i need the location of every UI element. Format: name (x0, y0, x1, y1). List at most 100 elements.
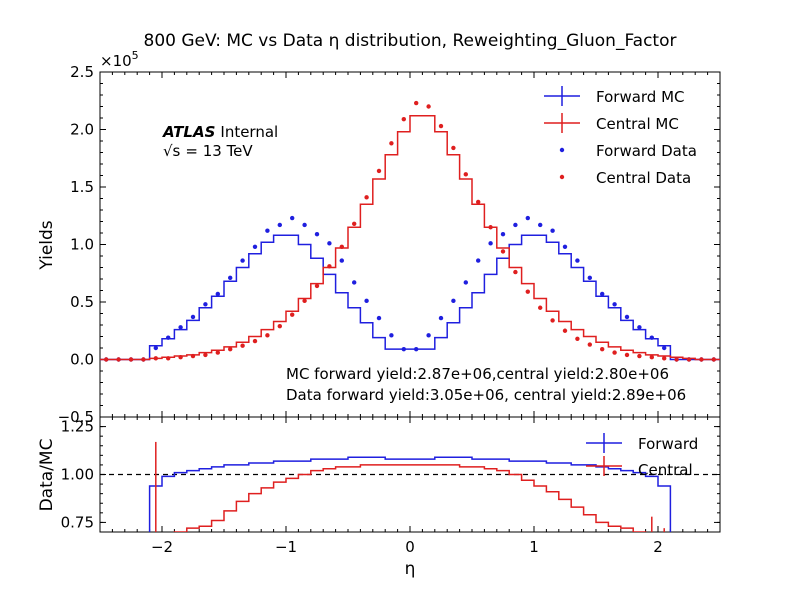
data-point-forward-data (587, 275, 592, 281)
svg-text:Forward Data: Forward Data (596, 142, 697, 160)
data-point-central-data (401, 116, 406, 122)
data-point-forward-data (600, 291, 605, 297)
x-axis-label: η (405, 559, 416, 579)
data-point-forward-data (277, 222, 282, 228)
data-point-forward-data (389, 333, 394, 338)
legend-item-forward-mc: Forward MC (544, 86, 685, 106)
data-point-central-data (141, 357, 146, 362)
data-point-forward-data (649, 335, 654, 340)
main-ytick-label: −0.5 (58, 408, 94, 426)
main-legend: Forward MC Central MC Forward Data Centr… (544, 86, 697, 187)
data-point-central-data (500, 249, 506, 254)
data-point-forward-data (525, 215, 530, 221)
data-point-forward-data (166, 335, 171, 340)
main-ytick-label: 1.0 (70, 236, 94, 254)
data-point-central-data (376, 168, 382, 174)
data-point-central-data (624, 352, 630, 358)
series-line-forward-mc (100, 234, 720, 361)
data-point-forward-data (637, 325, 642, 330)
svg-text:Central MC: Central MC (596, 115, 679, 133)
atlas-brand: ATLAS (162, 123, 215, 141)
data-point-forward-data (414, 346, 419, 352)
atlas-status: Internal (220, 123, 278, 141)
data-point-central-data (674, 357, 679, 362)
xtick-label: −2 (151, 538, 173, 556)
data-point-central-data (203, 352, 208, 358)
main-panel: −0.5 0.0 0.5 1.0 1.5 2.0 2.5 ×105 Yields ATLAS… (37, 49, 721, 426)
data-point-central-data (711, 357, 716, 362)
data-point-forward-data (488, 241, 493, 246)
data-point-central-data (128, 357, 134, 362)
ratio-ytick-label: 1.25 (61, 418, 94, 436)
data-point-central-data (637, 353, 642, 359)
data-point-central-data (277, 323, 282, 329)
ratio-line-forward (148, 456, 672, 532)
energy-symbol: √s (163, 142, 181, 160)
main-series (100, 100, 720, 362)
data-point-forward-data (339, 258, 344, 263)
data-point-central-data (587, 342, 592, 347)
ratio-line-central (173, 464, 647, 532)
data-point-forward-data (500, 231, 506, 237)
legend-item-forward: Forward (586, 433, 698, 453)
ratio-series-clipped (148, 441, 672, 532)
data-point-forward-data (240, 258, 245, 263)
ratio-ytick-label: 0.75 (61, 513, 94, 531)
data-point-central-data (178, 355, 183, 360)
data-point-central-data (104, 357, 109, 362)
data-point-central-data (699, 357, 704, 362)
legend-item-central: Central (586, 456, 693, 479)
data-point-forward-data (228, 275, 233, 281)
data-point-central-data (265, 333, 270, 338)
data-point-central-data (438, 123, 444, 129)
ratio-panel: 0.75 1.00 1.25 −2 −1 0 1 2 Data/MC η Forward Ce… (37, 416, 721, 579)
data-point-forward-data (562, 244, 568, 249)
main-ytick-label: 0.0 (70, 351, 94, 369)
svg-text:Central: Central (638, 461, 693, 479)
main-ytick-label: 1.5 (70, 178, 94, 196)
data-point-central-data (538, 305, 543, 310)
atlas-label: ATLAS Internal √s = 13 TeV (162, 123, 278, 160)
data-point-forward-data (190, 314, 196, 320)
data-point-central-data (513, 269, 518, 275)
data-point-central-data (290, 312, 295, 317)
data-point-forward-data (438, 315, 444, 321)
data-point-central-data (215, 350, 220, 355)
main-ytick-label: 2.0 (70, 121, 94, 139)
main-ytick-label: 2.5 (70, 63, 94, 81)
chart-title: 800 GeV: MC vs Data η distribution, Rewe… (144, 31, 677, 51)
y-scale-factor: ×105 (100, 49, 139, 70)
series-line-central-mc (100, 114, 720, 361)
ratio-ytick-label: 1.00 (61, 466, 94, 484)
ratio-y-axis-label: Data/MC (37, 439, 57, 512)
data-yield-annotation: Data forward yield:3.05e+06, central yie… (286, 386, 686, 404)
data-point-central-data (339, 244, 344, 249)
data-point-forward-data (575, 258, 580, 263)
ratio-legend: Forward Central (586, 433, 698, 479)
data-point-central-data (451, 145, 456, 151)
data-point-central-data (649, 355, 654, 360)
data-point-forward-data (538, 222, 543, 228)
data-point-central-data (463, 172, 468, 177)
data-point-central-data (686, 357, 692, 362)
data-point-central-data (190, 353, 196, 359)
data-point-central-data (240, 343, 245, 348)
main-ticks: −0.5 0.0 0.5 1.0 1.5 2.0 2.5 (58, 63, 721, 426)
svg-text:Forward: Forward (638, 435, 698, 453)
xtick-label: −1 (275, 538, 297, 556)
svg-text:√s= 13 TeV: √s = 13 TeV (163, 142, 253, 160)
data-point-central-data (476, 199, 481, 205)
data-point-central-data (550, 318, 555, 323)
data-point-central-data (314, 283, 320, 289)
data-point-central-data (662, 356, 667, 361)
main-y-axis-label: Yields (37, 220, 57, 270)
data-point-forward-data (265, 228, 270, 233)
data-point-central-data (252, 338, 258, 344)
data-point-forward-data (203, 302, 208, 307)
data-point-central-data (166, 356, 171, 361)
data-point-forward-data (290, 215, 295, 221)
data-point-central-data (116, 357, 121, 362)
data-point-forward-data (612, 302, 617, 307)
data-point-forward-data (153, 345, 158, 351)
